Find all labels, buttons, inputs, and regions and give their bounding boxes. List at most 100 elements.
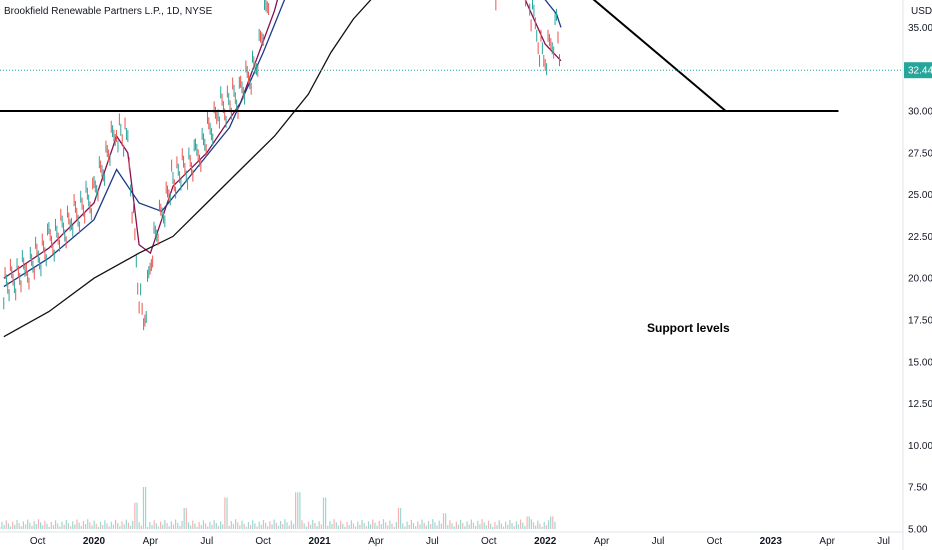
volume-bar: [189, 525, 192, 529]
volume-bar: [406, 521, 408, 529]
volume-bar: [348, 525, 350, 529]
volume-bar: [196, 526, 198, 529]
volume-bar: [397, 508, 400, 529]
y-tick-label: 30.00: [908, 107, 932, 118]
volume-bar: [3, 525, 5, 529]
volume-bar: [39, 522, 42, 529]
volume-bar: [541, 526, 543, 529]
drawings[interactable]: [0, 0, 843, 112]
volume-bar: [219, 521, 222, 529]
volume-bar: [526, 516, 528, 529]
volume-bar: [331, 524, 333, 529]
volume-bar: [417, 521, 419, 529]
volume-bar: [305, 526, 307, 529]
volume-bar: [400, 508, 402, 529]
volume-bar: [183, 508, 185, 529]
volume-bar: [449, 520, 451, 529]
volume-bar: [250, 525, 252, 529]
volume-bar: [340, 520, 342, 529]
y-tick-label: 35.00: [908, 23, 932, 34]
volume-bar: [267, 526, 269, 529]
volume-bar: [9, 526, 12, 529]
volume-bar: [215, 523, 217, 529]
volume-bar: [59, 526, 61, 529]
x-tick-label: 2020: [83, 536, 106, 547]
volume-bar: [82, 520, 85, 529]
volume-bar: [112, 524, 115, 529]
volume-bar: [481, 519, 483, 529]
volume-bar: [237, 522, 239, 529]
volume-bar: [494, 522, 496, 529]
volume-bar: [545, 525, 547, 529]
volume-bar: [367, 521, 370, 529]
x-tick-label: Jul: [200, 536, 213, 547]
volume-bar: [442, 513, 445, 529]
volume-bar: [22, 521, 25, 529]
volume-bar: [232, 524, 235, 529]
moving-average-line: [3, 0, 372, 338]
volume-bar: [269, 521, 271, 529]
volume-bar: [162, 524, 164, 529]
volume-bar: [537, 520, 539, 529]
volume-bar: [415, 526, 417, 529]
volume-bar: [78, 522, 80, 529]
volume-bar: [295, 492, 297, 529]
chart-title: Brookfield Renewable Partners L.P., 1D, …: [4, 6, 213, 17]
volume-bar: [325, 497, 327, 529]
volume-bar: [200, 525, 202, 529]
volume-bar: [239, 525, 241, 529]
volume-bar: [185, 508, 187, 529]
y-tick-label: 25.00: [908, 190, 932, 201]
volume-bar: [284, 519, 286, 529]
volume-bar: [84, 524, 87, 529]
volume-bar: [310, 524, 312, 529]
volume-bar: [127, 522, 130, 529]
volume-bar: [213, 519, 215, 529]
volume-bar: [243, 523, 245, 529]
volume-bar: [153, 520, 155, 529]
volume-bar: [265, 523, 267, 529]
volume-bar: [44, 520, 46, 529]
volume-bar: [511, 523, 513, 529]
volume-bar: [432, 519, 434, 529]
volume-bar: [54, 520, 57, 529]
volume-bar: [312, 519, 314, 529]
volume-bar: [271, 524, 273, 529]
volume-bar: [425, 525, 427, 529]
volume-bar: [72, 521, 74, 529]
volume-bar: [485, 525, 487, 529]
volume-bar: [245, 526, 247, 529]
volume-bar: [142, 487, 145, 529]
x-tick-label: Jul: [877, 536, 890, 547]
y-tick-label: 22.50: [908, 232, 932, 243]
volume-bar: [132, 520, 134, 529]
volume-bar: [378, 520, 380, 529]
volume-bar: [361, 519, 363, 529]
volume-bar: [192, 520, 194, 529]
volume-bar: [258, 521, 260, 529]
volume-bar: [166, 523, 168, 529]
volume-bar: [174, 519, 177, 529]
volume-bar: [333, 519, 335, 529]
volume-bar: [87, 519, 89, 529]
volume-bar: [468, 524, 470, 529]
volume-bar: [114, 519, 117, 529]
volume-bar: [530, 519, 532, 529]
volume-bar: [445, 513, 447, 529]
volume-bar: [352, 523, 355, 529]
volume-bar: [224, 497, 226, 529]
volume-bar: [535, 525, 537, 529]
volume-bar: [241, 520, 243, 529]
volume-bar: [498, 520, 500, 529]
volume-bar: [496, 525, 498, 529]
volume-bar: [517, 524, 520, 529]
volume-bar: [256, 526, 258, 529]
volume-bar: [479, 524, 481, 529]
volume-bar: [117, 523, 119, 529]
volume-bar: [322, 497, 325, 529]
volume-bar: [282, 524, 284, 529]
x-tick-label: Apr: [819, 536, 835, 547]
volume-bar: [151, 525, 153, 529]
